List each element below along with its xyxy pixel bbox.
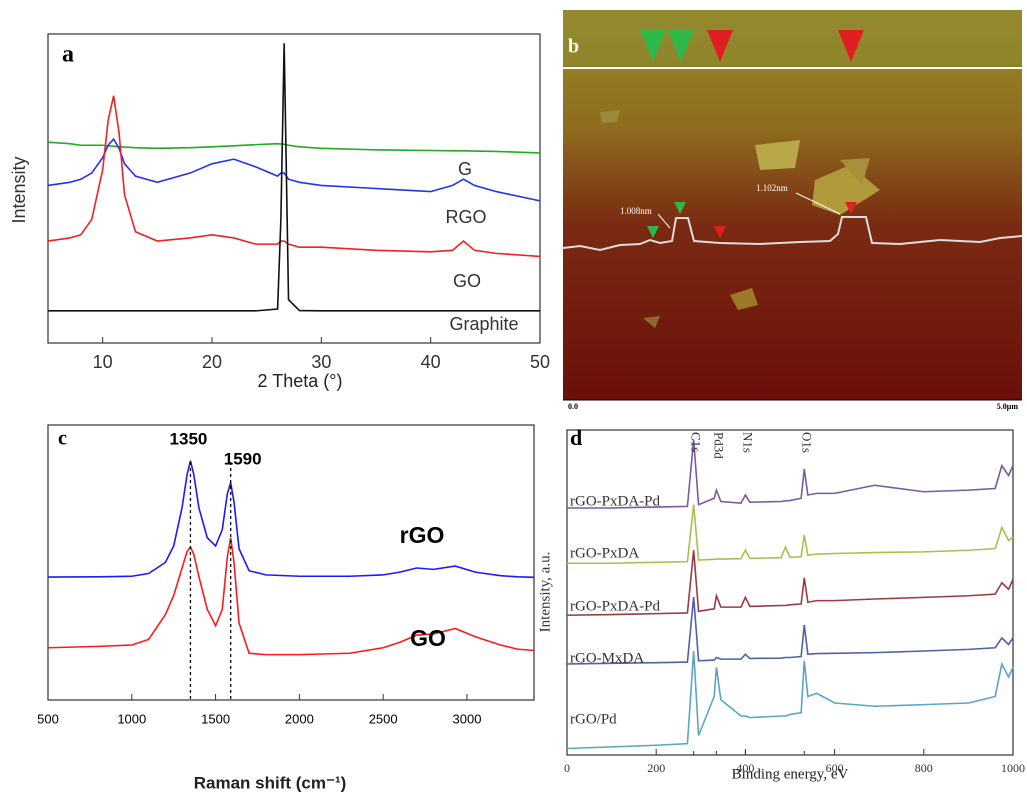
x-tick-label: 600 bbox=[826, 761, 844, 775]
profile-annotation: 1.008nm bbox=[620, 206, 652, 216]
series-line bbox=[47, 141, 541, 154]
panel-label: a bbox=[62, 42, 74, 68]
panel-label: d bbox=[570, 425, 582, 450]
x-tick-label: 2000 bbox=[285, 711, 314, 726]
x-tick-label: 1500 bbox=[201, 711, 230, 726]
peak-label: 1590 bbox=[224, 449, 262, 468]
series-label: Graphite bbox=[449, 314, 518, 334]
afm-band bbox=[563, 10, 1022, 65]
marker bbox=[647, 226, 659, 238]
flake bbox=[600, 110, 620, 123]
marker bbox=[707, 30, 733, 62]
profile-annotation: 1.102nm bbox=[756, 183, 788, 193]
peak-label: 1350 bbox=[170, 429, 208, 448]
x-tick-label: 500 bbox=[37, 711, 59, 726]
series-line bbox=[567, 504, 1014, 565]
height-profile bbox=[562, 216, 1023, 252]
series-line bbox=[566, 596, 1014, 665]
series-label: GO bbox=[410, 625, 446, 651]
x-axis-label: Binding energy, eV bbox=[732, 766, 849, 782]
peak-label: C1s bbox=[689, 432, 704, 452]
annotation-leader bbox=[795, 192, 841, 215]
x-tick-label: 40 bbox=[421, 352, 441, 372]
series-line bbox=[566, 650, 1014, 750]
series-label: GO bbox=[453, 271, 481, 291]
flake bbox=[755, 140, 800, 170]
x-tick-label: 400 bbox=[736, 761, 754, 775]
afm-image bbox=[563, 10, 1022, 402]
x-tick-label: 50 bbox=[530, 352, 550, 372]
series-line bbox=[47, 95, 541, 258]
x-tick-label: 3000 bbox=[453, 711, 482, 726]
x-axis-label: 2 Theta (°) bbox=[258, 371, 343, 391]
afm-panel: 1.008nm 1.102nm 0.0 5.0μm b bbox=[562, 10, 1023, 413]
marker bbox=[838, 30, 864, 62]
series-line bbox=[47, 460, 535, 579]
panel-label: b bbox=[568, 36, 579, 58]
marker bbox=[674, 202, 686, 214]
series-label: G bbox=[458, 159, 472, 179]
series-label: rGO-PxDA-Pd bbox=[570, 598, 661, 614]
scale-bar bbox=[563, 400, 1022, 413]
y-axis-label: Intensity, a.u. bbox=[537, 552, 553, 633]
marker bbox=[668, 30, 694, 62]
series-label: rGO-PxDA-Pd bbox=[570, 493, 661, 509]
y-axis-label: Intensity bbox=[9, 156, 29, 223]
x-tick-label: 0 bbox=[564, 761, 570, 775]
scale-label: 0.0 bbox=[568, 402, 578, 411]
marker bbox=[714, 226, 726, 238]
x-tick-label: 10 bbox=[93, 352, 113, 372]
flake bbox=[643, 316, 660, 328]
peak-label: Pd3d bbox=[711, 432, 726, 459]
flake bbox=[730, 288, 758, 310]
plot-frame bbox=[47, 33, 541, 344]
marker bbox=[845, 202, 857, 214]
marker bbox=[640, 30, 666, 62]
x-tick-label: 200 bbox=[647, 761, 665, 775]
x-tick-label: 1000 bbox=[117, 711, 146, 726]
x-tick-label: 30 bbox=[311, 352, 331, 372]
x-tick-label: 2500 bbox=[369, 711, 398, 726]
series-label: rGO-PxDA bbox=[570, 545, 639, 561]
series-label: RGO bbox=[445, 207, 486, 227]
plot-frame bbox=[47, 424, 535, 701]
series-line bbox=[566, 550, 1014, 617]
flake bbox=[840, 158, 870, 185]
peak-label: O1s bbox=[799, 432, 814, 453]
x-tick-label: 1000 bbox=[1001, 761, 1025, 775]
x-tick-label: 800 bbox=[915, 761, 933, 775]
scale-label: 5.0μm bbox=[997, 402, 1019, 411]
series-line bbox=[48, 43, 540, 312]
x-tick-label: 20 bbox=[202, 352, 222, 372]
annotation-leader bbox=[657, 213, 671, 229]
series-label: rGO bbox=[400, 522, 445, 548]
x-axis-label: Raman shift (cm⁻¹) bbox=[194, 773, 347, 792]
series-label: rGO/Pd bbox=[570, 711, 617, 727]
plot-frame bbox=[566, 429, 1014, 756]
series-line bbox=[47, 537, 535, 656]
series-line bbox=[567, 439, 1014, 509]
series-label: rGO-MxDA bbox=[570, 650, 644, 666]
peak-label: N1s bbox=[740, 432, 755, 453]
panel-label: c bbox=[58, 428, 67, 450]
